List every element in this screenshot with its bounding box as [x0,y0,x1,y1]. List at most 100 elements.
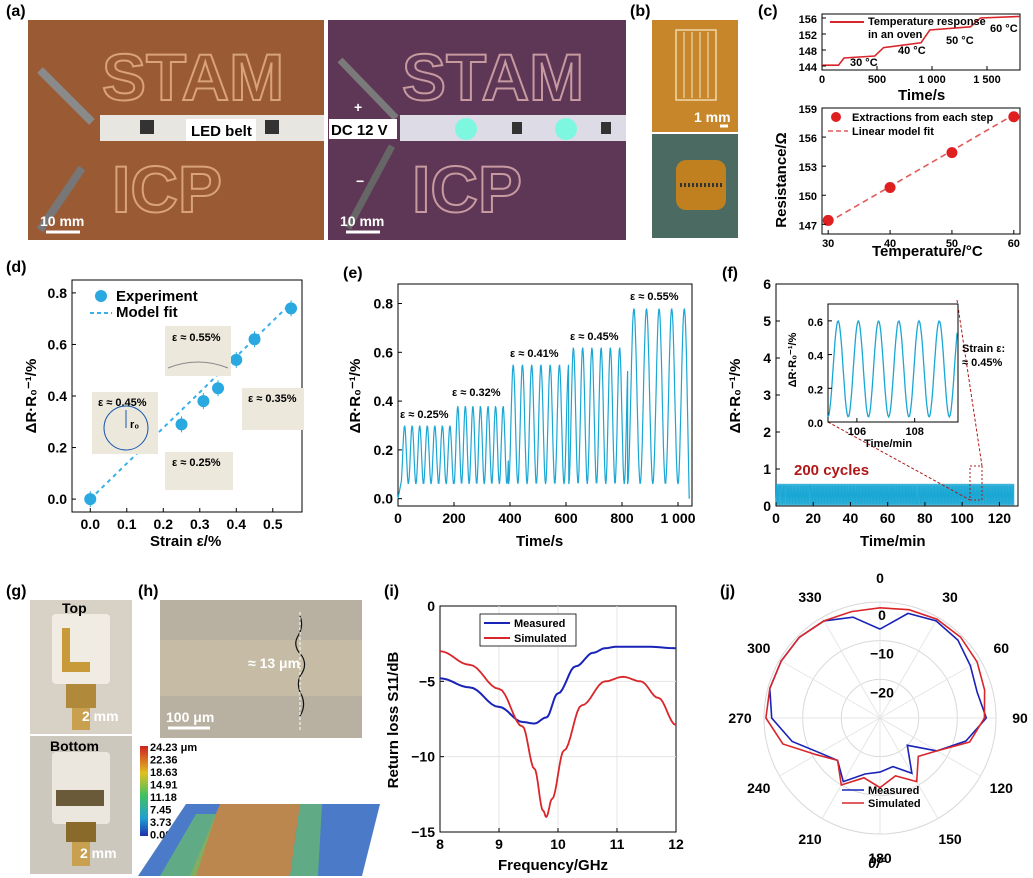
chart-c-top-frame [821,13,1021,71]
chart-d-xlabel: Strain ε/% [150,533,221,550]
y-tick-label: 0.4 [48,388,68,404]
colorbar-tick-label: 24.23 μm [150,742,197,754]
chart-e-annot-025: ε ≈ 0.25% [400,409,449,421]
chart-j: 0 30 60 90 120 150 180 210 240 270 300 330 0 −10 −20 M… [728,570,1028,872]
chart-c-ylabel: Resistance/Ω [773,132,790,227]
radial-tick-label: −10 [870,646,894,662]
led-belt-label: LED belt [191,123,252,140]
x-tick-label: 0.5 [263,516,283,532]
x-tick-label: 0.2 [154,516,174,532]
chart-c-point [822,214,834,226]
y-tick-label: 0.6 [48,336,68,352]
chart-c-bottom-fit-line [827,114,1015,224]
angle-tick-label: 30 [942,589,958,605]
chart-c-point [1008,111,1020,123]
chart-i-legend-measured: Measured [514,618,565,630]
x-tick-label: 50 [946,238,958,250]
y-tick-label: 153 [799,162,817,174]
colorbar [140,746,148,836]
chart-c-bottom-legend-fit: Linear model fit [852,126,934,138]
y-tick-label: 0.2 [808,384,823,396]
y-tick-label: 6 [763,276,771,292]
angle-tick-label: 180 [868,850,892,866]
y-tick-label: 156 [799,14,817,26]
colorbar-tick-label: 18.63 [150,767,178,779]
chart-f-inset-frame [827,303,959,423]
y-tick-label: 152 [799,30,817,42]
inset-d-045-label: ε ≈ 0.45% [98,397,147,409]
colorbar-tick-label: 7.45 [150,805,171,817]
x-tick-label: 0.4 [227,516,247,532]
chart-f-inset-ylabel: ΔR·R₀⁻¹/% [787,332,799,387]
chart-j-simulated-line [765,607,986,789]
dc-label-box [329,119,397,139]
scale-bar-label-h: 100 μm [166,709,214,725]
chart-e-line [397,308,690,499]
y-tick-label: 1 [763,461,771,477]
x-tick-label: 0 [819,74,825,86]
chart-i-simulated-line [439,650,677,818]
y-tick-label: 0.8 [374,296,394,312]
y-tick-label: 0.0 [374,491,394,507]
x-tick-label: 0.3 [190,516,210,532]
x-tick-label: 40 [843,510,859,526]
x-tick-label: 9 [495,836,503,852]
chart-i-legend-box [479,613,577,647]
chart-i-measured-line [439,645,677,725]
plus-sign: + [354,99,362,115]
x-tick-label: 10 [550,836,566,852]
angle-tick-label: 240 [747,780,771,796]
panel-label-d: (d) [6,259,26,276]
angle-tick-label: 300 [747,640,771,656]
y-tick-label: 148 [799,46,817,58]
x-tick-label: 0.1 [117,516,137,532]
photo-b-top [652,20,738,132]
radial-tick-label: 0 [878,607,886,623]
angle-tick-label: 90 [1012,710,1028,726]
colorbar-tick-label: 14.91 [150,780,178,792]
chart-e-frame [397,283,693,507]
panel-g-photos: Top 2 mm Bottom 2 mm [30,600,132,874]
scale-bar-label-g-top: 2 mm [82,708,119,724]
panel-label-f: (f) [722,265,738,282]
x-tick-label: 11 [610,836,625,852]
x-tick-label: 500 [868,74,886,86]
panel-label-j: (j) [720,583,735,600]
chart-d-point [84,493,97,506]
chart-f-xlabel: Time/min [860,533,926,550]
x-tick-label: 40 [884,238,896,250]
x-tick-label: 800 [610,510,634,526]
y-tick-label: 0.6 [374,344,394,360]
x-tick-label: 30 [822,238,834,250]
angle-tick-label: 270 [728,710,752,726]
scale-bar-label-a-right: 10 mm [340,213,384,229]
x-tick-label: 400 [498,510,522,526]
y-tick-label: −15 [411,824,435,840]
angle-tick-label: 330 [798,589,822,605]
chart-c-point [946,147,958,159]
colorbar-tick-label: 3.73 [150,817,171,829]
inset-d-025 [165,452,233,490]
y-tick-label: 150 [799,191,817,203]
inset-d-035 [242,388,304,430]
led-belt-label-box [186,119,256,141]
chart-f-inset-line [827,319,958,419]
dc-voltage-label: DC 12 V [331,122,388,139]
panel-label-i: (i) [384,583,399,600]
chart-f-ylabel: ΔR·R₀⁻¹/% [727,359,744,434]
chart-d-point [197,395,210,408]
x-tick-label: 1 000 [918,74,946,86]
chart-i: 8 9 10 11 12 0 −5 −10 −15 Measured Simulated Fre… [385,598,684,874]
inset-d-055-label: ε ≈ 0.55% [172,332,221,344]
x-tick-label: 0.0 [81,516,101,532]
x-tick-label: 106 [848,426,866,438]
chart-d-point [212,382,225,395]
chart-e-annot-045: ε ≈ 0.45% [570,331,619,343]
chart-f-zoom-box [969,465,983,501]
x-tick-label: 0 [772,510,780,526]
y-tick-label: 159 [799,104,817,116]
x-tick-label: 1 000 [660,510,695,526]
scale-bar-label-a-left: 10 mm [40,213,84,229]
chart-d-legend-experiment: Experiment [116,288,198,305]
